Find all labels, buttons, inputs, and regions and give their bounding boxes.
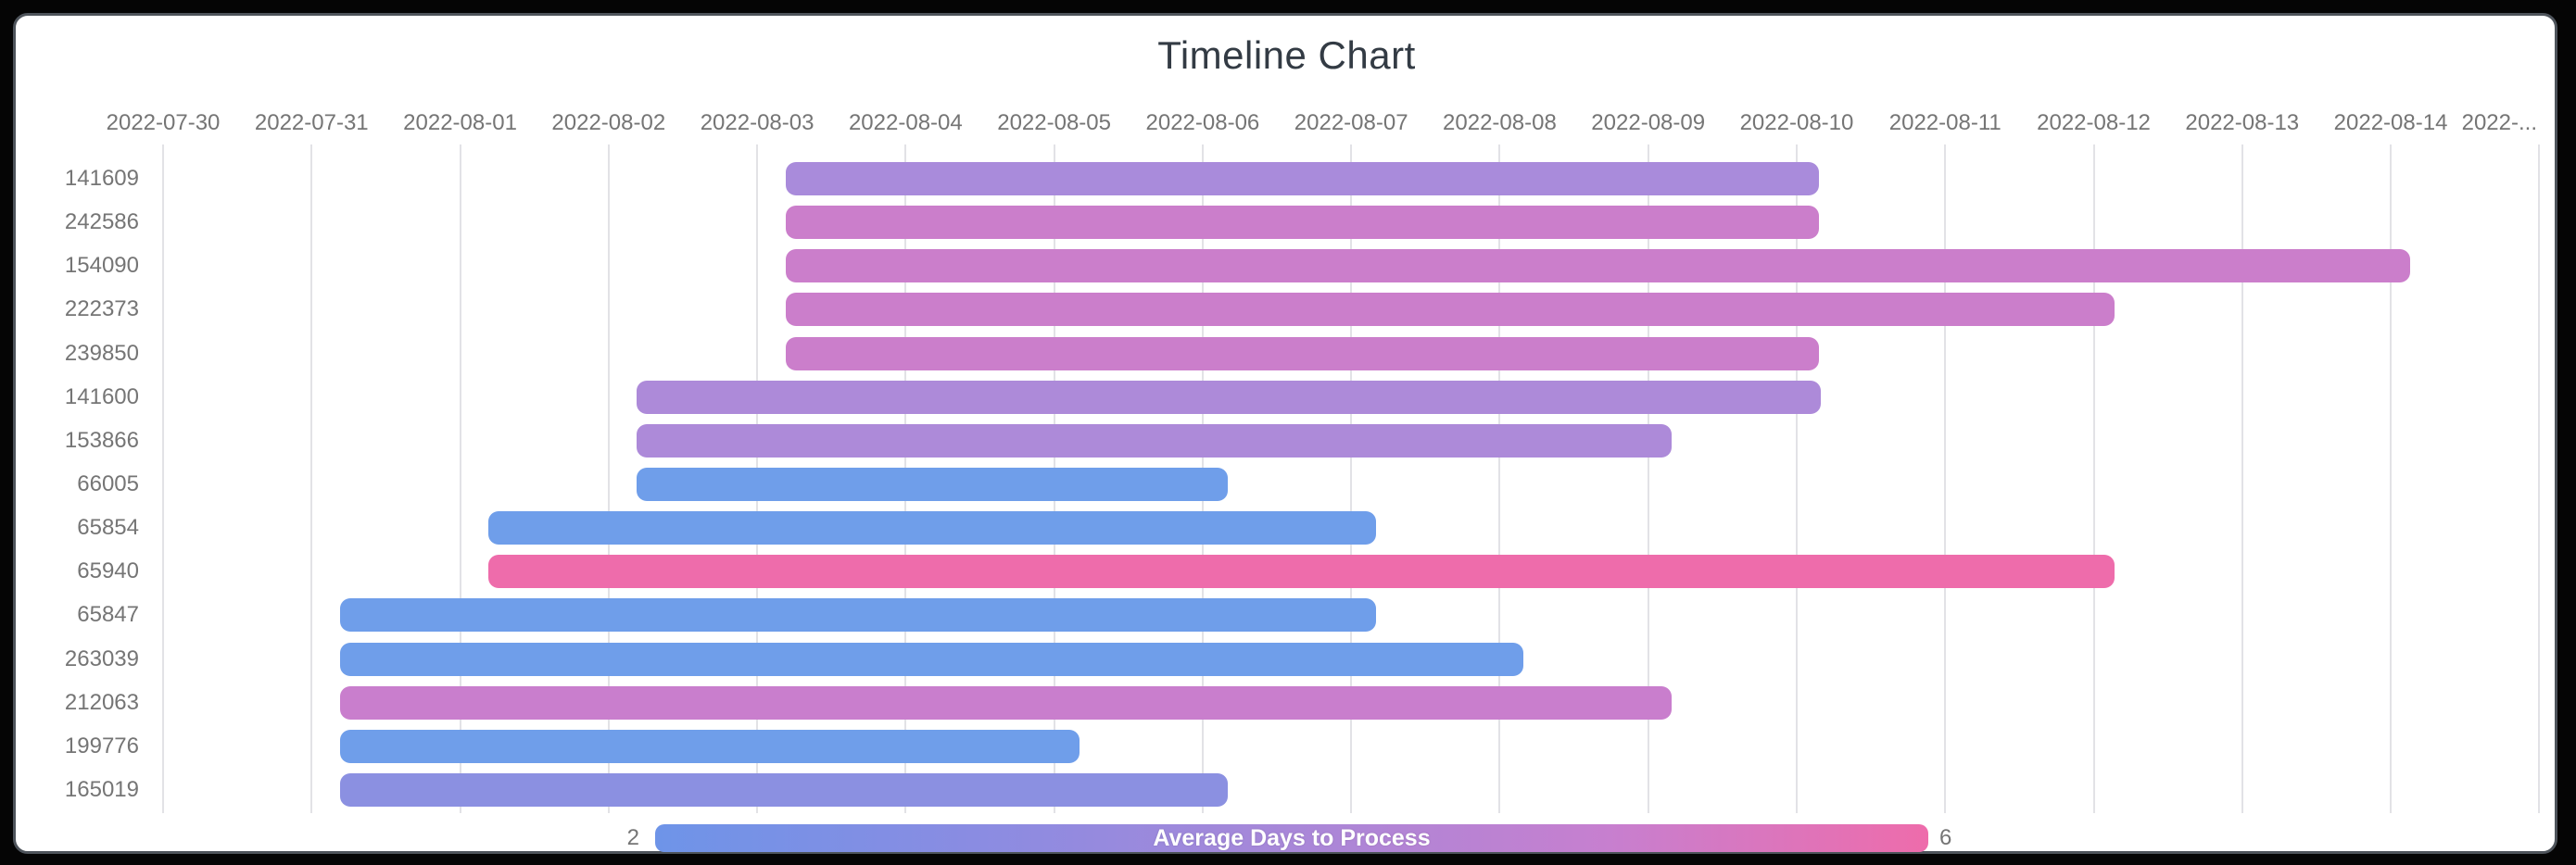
timeline-bar[interactable] xyxy=(339,772,1229,807)
y-tick-label: 239850 xyxy=(64,340,139,366)
timeline-bar[interactable] xyxy=(785,249,2410,283)
timeline-bar[interactable] xyxy=(487,555,2115,589)
x-tick-label: 2022-08-09 xyxy=(1591,110,1706,135)
x-tick-label: 2022-08-11 xyxy=(1888,110,2001,135)
x-tick-label: 2022-07-30 xyxy=(106,110,221,135)
timeline-bar[interactable] xyxy=(339,685,1673,720)
x-tick-label: 2022-08-06 xyxy=(1145,110,1260,135)
x-gridline xyxy=(459,144,461,813)
x-gridline xyxy=(2241,144,2243,813)
y-tick-label: 242586 xyxy=(64,209,139,235)
x-gridline xyxy=(2538,144,2541,813)
y-tick-label: 153866 xyxy=(64,427,139,453)
x-gridline xyxy=(310,144,313,813)
y-tick-label: 65940 xyxy=(77,558,139,584)
x-tick-label: 2022-08-13 xyxy=(2185,110,2300,135)
x-tick-label: 2022-08-07 xyxy=(1294,110,1408,135)
timeline-bar[interactable] xyxy=(637,423,1673,458)
x-gridline xyxy=(607,144,610,813)
timeline-bar[interactable] xyxy=(637,467,1229,501)
legend-max-label: 6 xyxy=(1939,825,1952,850)
x-tick-label: 2022-08-04 xyxy=(848,110,963,135)
x-tick-label: 2022-08-01 xyxy=(403,110,517,135)
y-tick-label: 141609 xyxy=(64,166,139,191)
x-tick-label: 2022-08-02 xyxy=(551,110,666,135)
legend-min-label: 2 xyxy=(626,825,639,850)
timeline-bar[interactable] xyxy=(339,642,1524,676)
y-tick-label: 263039 xyxy=(64,646,139,671)
timeline-bar[interactable] xyxy=(785,162,1819,195)
x-gridline xyxy=(1647,144,1649,813)
y-tick-label: 199776 xyxy=(64,733,139,758)
x-tick-label: 2022-08-08 xyxy=(1443,110,1557,135)
timeline-bar[interactable] xyxy=(785,293,2115,327)
y-tick-label: 212063 xyxy=(64,689,139,715)
timeline-bar[interactable] xyxy=(785,206,1819,240)
x-tick-label: 2022-08-14 xyxy=(2333,110,2448,135)
x-gridline xyxy=(1350,144,1353,813)
legend-gradient-bar[interactable]: Average Days to Process xyxy=(655,824,1928,852)
timeline-bar[interactable] xyxy=(487,511,1377,545)
y-tick-label: 165019 xyxy=(64,776,139,802)
chart-title: Timeline Chart xyxy=(1157,33,1416,77)
x-gridline xyxy=(162,144,164,813)
y-tick-label: 222373 xyxy=(64,296,139,322)
x-tick-label: 2022-08-10 xyxy=(1739,110,1854,135)
y-tick-label: 141600 xyxy=(64,383,139,409)
x-tick-label: 2022-08-12 xyxy=(2037,110,2151,135)
y-tick-label: 154090 xyxy=(64,253,139,279)
x-tick-label: 2022-07-31 xyxy=(254,110,369,135)
x-tick-label: 2022-08-03 xyxy=(700,110,814,135)
y-tick-label: 65847 xyxy=(77,602,139,628)
timeline-bar[interactable] xyxy=(637,380,1821,414)
x-gridline xyxy=(1498,144,1501,813)
x-gridline xyxy=(2390,144,2393,813)
x-gridline xyxy=(2092,144,2095,813)
y-tick-label: 66005 xyxy=(77,470,139,496)
x-tick-label: 2022-... xyxy=(2461,110,2537,135)
x-gridline xyxy=(1944,144,1947,813)
x-gridline xyxy=(1795,144,1798,813)
x-tick-label: 2022-08-05 xyxy=(997,110,1111,135)
y-tick-label: 65854 xyxy=(77,515,139,541)
timeline-bar[interactable] xyxy=(785,336,1819,370)
timeline-bar[interactable] xyxy=(339,729,1080,763)
legend-title: Average Days to Process xyxy=(1153,824,1431,851)
timeline-bar[interactable] xyxy=(339,598,1377,633)
